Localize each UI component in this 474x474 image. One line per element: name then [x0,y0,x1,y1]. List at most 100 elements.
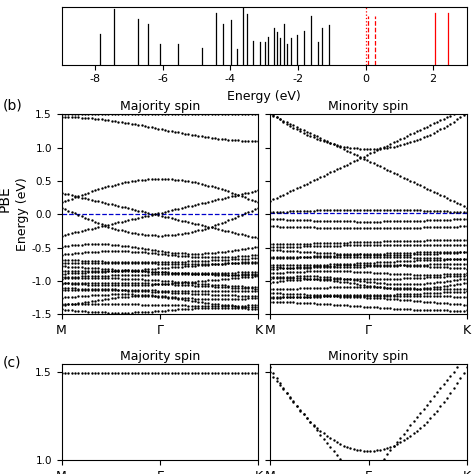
Point [380,237,387,245]
Point [283,299,291,306]
Point [135,291,142,299]
Point [111,267,119,275]
Point [323,275,331,283]
Point [350,260,357,267]
Point [353,251,361,258]
Point [346,261,354,269]
Point [61,301,69,309]
Point [337,283,344,291]
Point [330,262,337,269]
Point [205,370,212,377]
Point [423,285,431,292]
Point [191,110,199,118]
Point [300,293,307,301]
Point [235,255,242,263]
Point [174,370,182,377]
Point [221,218,229,226]
Point [453,270,461,278]
Point [300,126,307,134]
Point [380,261,387,269]
Point [283,189,291,197]
Y-axis label: Energy (eV): Energy (eV) [16,177,29,251]
Point [306,284,314,292]
Point [276,293,284,301]
Point [84,281,92,288]
Point [128,266,136,274]
Point [58,301,65,308]
Point [138,122,146,129]
Point [194,370,202,377]
Point [293,285,301,292]
Point [245,301,252,309]
Point [158,293,165,301]
Point [94,286,102,293]
Point [198,250,205,257]
Point [456,237,464,244]
Point [174,128,182,136]
Point [370,292,377,300]
Point [280,264,287,271]
Point [423,185,431,192]
Point [293,291,301,298]
Point [88,274,95,282]
Point [98,279,105,287]
Point [346,250,354,258]
Point [208,370,216,377]
Point [225,253,232,261]
Point [225,259,232,267]
Point [327,264,334,271]
Point [111,272,119,279]
Point [108,286,116,294]
Point [316,252,324,260]
Point [350,251,357,258]
Point [337,456,344,463]
Point [178,230,185,237]
Point [138,230,146,238]
Point [208,276,216,284]
Point [330,167,337,174]
Point [141,122,149,130]
Point [330,252,337,259]
Point [383,206,391,213]
Point [396,292,404,300]
Point [155,247,162,255]
Point [218,291,226,299]
Point [313,264,320,271]
Point [225,304,232,311]
Point [303,291,310,298]
Point [293,262,301,269]
Point [370,241,377,249]
Point [101,309,109,316]
Point [191,282,199,289]
Point [370,218,377,225]
Point [84,285,92,292]
Point [350,302,357,310]
Point [164,269,172,276]
Point [221,260,229,267]
Point [383,262,391,270]
Point [218,256,226,264]
Point [423,261,431,268]
Point [370,224,377,232]
Point [225,295,232,303]
Point [148,276,155,284]
Point [115,286,122,294]
Point [91,257,99,265]
Point [327,273,334,281]
Point [191,270,199,278]
Point [184,297,192,304]
Point [181,177,189,184]
Point [88,257,95,265]
Point [447,112,454,119]
Point [286,253,294,261]
Point [340,275,347,283]
Point [390,218,397,225]
Point [460,275,467,283]
Point [423,306,431,314]
Point [98,259,105,267]
Point [356,302,364,310]
Point [231,284,239,292]
Point [380,143,387,151]
Point [440,300,447,307]
Point [118,110,126,118]
